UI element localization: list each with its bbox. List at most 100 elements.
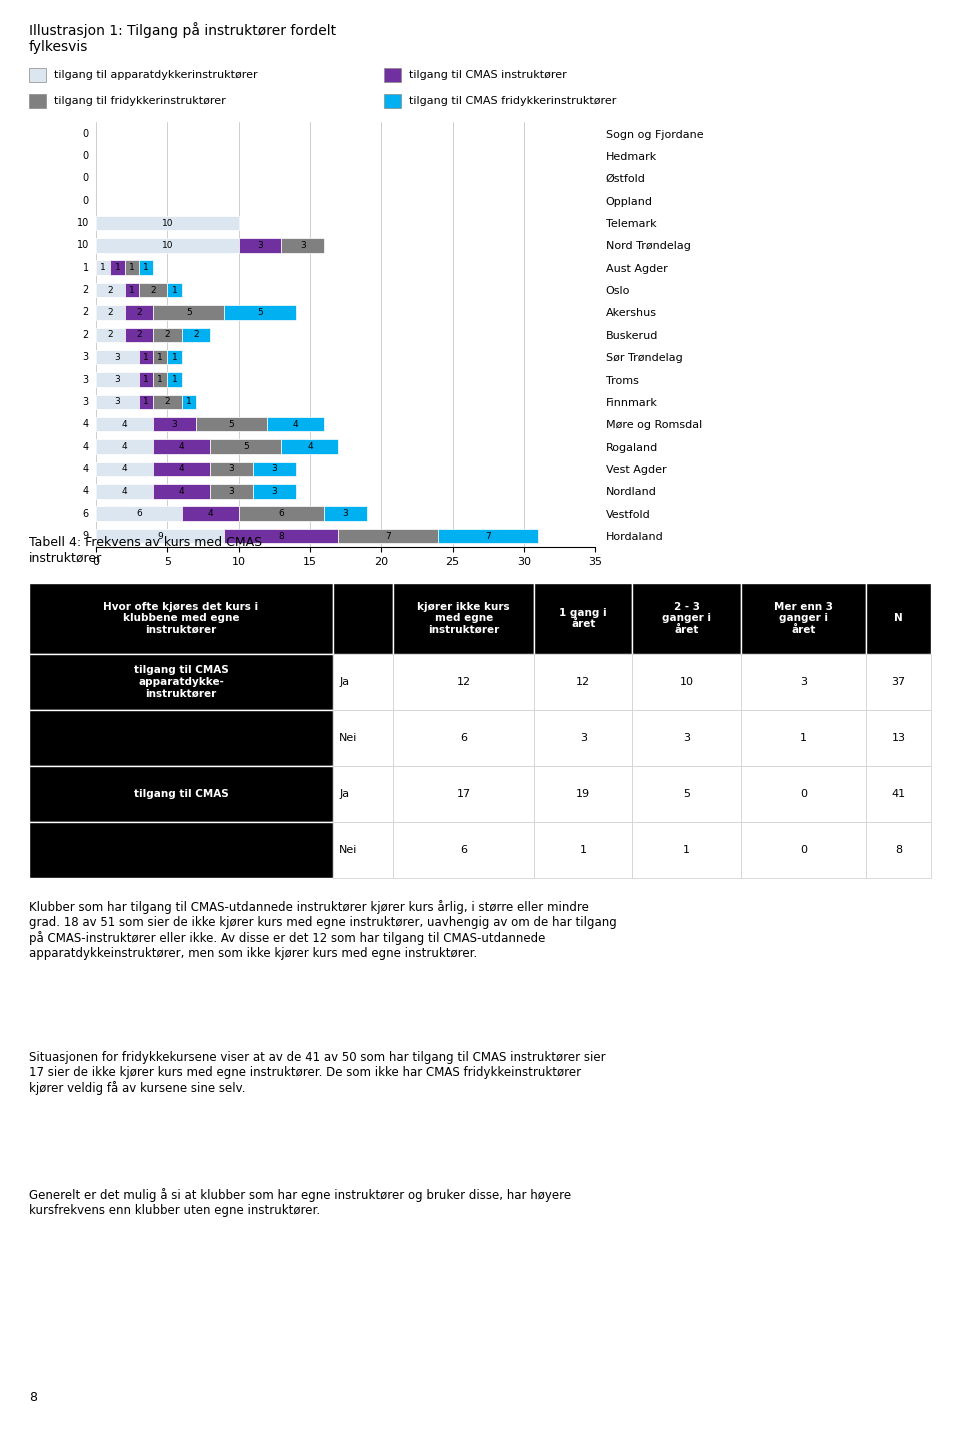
Text: 10: 10 bbox=[77, 240, 89, 251]
Bar bbox=[210, 462, 252, 477]
Text: 2: 2 bbox=[193, 330, 199, 340]
Text: 4: 4 bbox=[122, 419, 128, 429]
Text: Tabell 4: Frekvens av kurs med CMAS
instruktører: Tabell 4: Frekvens av kurs med CMAS inst… bbox=[29, 537, 262, 564]
Text: 1: 1 bbox=[83, 262, 89, 272]
Bar bbox=[324, 507, 367, 521]
Bar bbox=[139, 395, 153, 409]
Text: 4: 4 bbox=[307, 442, 313, 451]
Bar bbox=[139, 373, 153, 387]
Bar bbox=[96, 395, 139, 409]
Bar bbox=[210, 439, 281, 454]
Text: 9: 9 bbox=[83, 531, 89, 541]
Bar bbox=[153, 350, 167, 364]
Text: 1: 1 bbox=[172, 374, 178, 384]
Text: 4: 4 bbox=[83, 487, 89, 497]
Bar bbox=[225, 305, 296, 320]
Bar bbox=[167, 350, 181, 364]
Text: 10: 10 bbox=[161, 240, 173, 251]
Bar bbox=[153, 439, 210, 454]
Text: 1: 1 bbox=[157, 353, 163, 361]
Bar bbox=[267, 418, 324, 432]
Text: 3: 3 bbox=[172, 419, 178, 429]
Bar bbox=[153, 484, 210, 498]
Text: 4: 4 bbox=[83, 464, 89, 474]
Bar bbox=[181, 327, 210, 343]
Text: tilgang til fridykkerinstruktører: tilgang til fridykkerinstruktører bbox=[54, 96, 226, 105]
Text: tilgang til CMAS fridykkerinstruktører: tilgang til CMAS fridykkerinstruktører bbox=[409, 96, 616, 105]
Text: 3: 3 bbox=[83, 397, 89, 408]
Bar bbox=[96, 216, 239, 230]
Bar bbox=[225, 528, 339, 543]
Bar bbox=[153, 327, 181, 343]
Bar bbox=[339, 528, 439, 543]
Bar bbox=[96, 238, 239, 252]
Text: 7: 7 bbox=[486, 531, 492, 540]
Text: 4: 4 bbox=[122, 465, 128, 474]
Text: 3: 3 bbox=[228, 465, 234, 474]
Text: 2: 2 bbox=[83, 285, 89, 295]
Bar bbox=[167, 282, 181, 297]
Text: 4: 4 bbox=[179, 465, 184, 474]
Text: 1: 1 bbox=[143, 264, 149, 272]
Text: 1: 1 bbox=[172, 285, 178, 295]
Text: 0: 0 bbox=[83, 128, 89, 138]
Bar bbox=[153, 305, 225, 320]
Bar bbox=[125, 305, 153, 320]
Text: 2: 2 bbox=[83, 330, 89, 340]
Bar bbox=[96, 484, 153, 498]
Text: 3: 3 bbox=[343, 510, 348, 518]
Text: Illustrasjon 1: Tilgang på instruktører fordelt
fylkesvis: Illustrasjon 1: Tilgang på instruktører … bbox=[29, 22, 336, 53]
Text: 8: 8 bbox=[29, 1391, 36, 1404]
Text: 0: 0 bbox=[83, 151, 89, 161]
Bar bbox=[96, 418, 153, 432]
Bar bbox=[125, 261, 139, 275]
Text: 7: 7 bbox=[386, 531, 392, 540]
Text: 1: 1 bbox=[100, 264, 106, 272]
Text: 5: 5 bbox=[186, 308, 192, 317]
Bar bbox=[96, 507, 181, 521]
Text: 4: 4 bbox=[179, 487, 184, 495]
Bar bbox=[96, 261, 110, 275]
Text: 6: 6 bbox=[278, 510, 284, 518]
Text: 1: 1 bbox=[114, 264, 120, 272]
Bar bbox=[139, 282, 167, 297]
Text: 3: 3 bbox=[114, 374, 120, 384]
Text: 3: 3 bbox=[114, 353, 120, 361]
Text: 2: 2 bbox=[108, 330, 113, 340]
Bar bbox=[96, 439, 153, 454]
Bar bbox=[252, 462, 296, 477]
Bar bbox=[96, 282, 125, 297]
Bar bbox=[439, 528, 539, 543]
Text: 2: 2 bbox=[136, 308, 142, 317]
Text: 1: 1 bbox=[143, 374, 149, 384]
Bar bbox=[139, 261, 153, 275]
Text: 1: 1 bbox=[129, 264, 134, 272]
Text: 4: 4 bbox=[122, 487, 128, 495]
Text: 6: 6 bbox=[83, 508, 89, 518]
Bar bbox=[210, 484, 252, 498]
Text: tilgang til CMAS instruktører: tilgang til CMAS instruktører bbox=[409, 71, 566, 79]
Text: 3: 3 bbox=[300, 240, 305, 251]
Bar bbox=[181, 395, 196, 409]
Text: 1: 1 bbox=[143, 397, 149, 406]
Bar bbox=[125, 282, 139, 297]
Bar bbox=[96, 528, 225, 543]
Text: 3: 3 bbox=[83, 353, 89, 361]
Bar bbox=[153, 395, 181, 409]
Text: 0: 0 bbox=[83, 173, 89, 183]
Bar bbox=[181, 507, 239, 521]
Text: 4: 4 bbox=[122, 442, 128, 451]
Text: 5: 5 bbox=[257, 308, 263, 317]
Bar bbox=[281, 238, 324, 252]
Bar bbox=[167, 373, 181, 387]
Bar bbox=[96, 327, 125, 343]
Text: 3: 3 bbox=[114, 397, 120, 406]
Text: 2: 2 bbox=[164, 397, 170, 406]
Text: 2: 2 bbox=[108, 308, 113, 317]
Text: 4: 4 bbox=[179, 442, 184, 451]
Bar bbox=[125, 327, 153, 343]
Text: 1: 1 bbox=[186, 397, 192, 406]
Bar bbox=[96, 462, 153, 477]
Text: 2: 2 bbox=[136, 330, 142, 340]
Text: 3: 3 bbox=[257, 240, 263, 251]
